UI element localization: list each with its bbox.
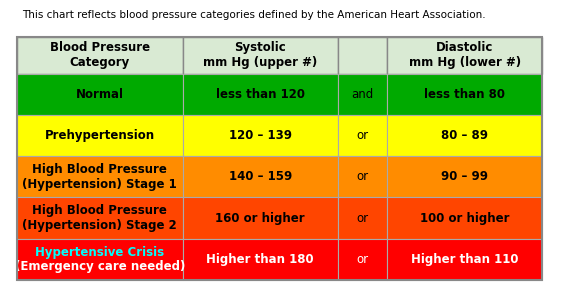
Text: 80 – 89: 80 – 89 xyxy=(441,129,488,142)
FancyBboxPatch shape xyxy=(17,115,183,156)
FancyBboxPatch shape xyxy=(183,156,337,197)
Text: Systolic
mm Hg (upper #): Systolic mm Hg (upper #) xyxy=(203,41,317,69)
FancyBboxPatch shape xyxy=(388,239,542,280)
Text: Blood Pressure
Category: Blood Pressure Category xyxy=(50,41,150,69)
FancyBboxPatch shape xyxy=(17,239,183,280)
FancyBboxPatch shape xyxy=(17,74,183,115)
Text: 160 or higher: 160 or higher xyxy=(215,212,305,225)
FancyBboxPatch shape xyxy=(183,197,337,239)
FancyBboxPatch shape xyxy=(337,115,388,156)
FancyBboxPatch shape xyxy=(183,37,337,74)
FancyBboxPatch shape xyxy=(337,197,388,239)
Text: Higher than 180: Higher than 180 xyxy=(206,253,314,266)
FancyBboxPatch shape xyxy=(17,37,183,74)
FancyBboxPatch shape xyxy=(337,37,388,74)
Bar xyxy=(17,37,542,280)
Text: Hypertensive Crisis: Hypertensive Crisis xyxy=(35,246,164,259)
FancyBboxPatch shape xyxy=(388,197,542,239)
Text: less than 120: less than 120 xyxy=(215,88,305,101)
Text: Prehypertension: Prehypertension xyxy=(44,129,155,142)
Text: and: and xyxy=(352,88,374,101)
FancyBboxPatch shape xyxy=(183,74,337,115)
Text: or: or xyxy=(356,129,369,142)
FancyBboxPatch shape xyxy=(337,156,388,197)
Text: less than 80: less than 80 xyxy=(425,88,506,101)
FancyBboxPatch shape xyxy=(337,74,388,115)
FancyBboxPatch shape xyxy=(183,115,337,156)
Text: 90 – 99: 90 – 99 xyxy=(441,170,488,183)
FancyBboxPatch shape xyxy=(388,37,542,74)
FancyBboxPatch shape xyxy=(337,239,388,280)
Text: or: or xyxy=(356,170,369,183)
Text: or: or xyxy=(356,253,369,266)
Text: High Blood Pressure
(Hypertension) Stage 1: High Blood Pressure (Hypertension) Stage… xyxy=(22,163,177,191)
FancyBboxPatch shape xyxy=(17,156,183,197)
Text: Higher than 110: Higher than 110 xyxy=(411,253,519,266)
Text: High Blood Pressure
(Hypertension) Stage 2: High Blood Pressure (Hypertension) Stage… xyxy=(22,204,177,232)
FancyBboxPatch shape xyxy=(388,156,542,197)
Text: or: or xyxy=(356,212,369,225)
FancyBboxPatch shape xyxy=(183,239,337,280)
FancyBboxPatch shape xyxy=(17,197,183,239)
Text: (Emergency care needed): (Emergency care needed) xyxy=(15,260,185,273)
Text: Diastolic
mm Hg (lower #): Diastolic mm Hg (lower #) xyxy=(409,41,521,69)
Text: 140 – 159: 140 – 159 xyxy=(229,170,292,183)
Text: Normal: Normal xyxy=(76,88,124,101)
Text: 100 or higher: 100 or higher xyxy=(420,212,510,225)
FancyBboxPatch shape xyxy=(388,74,542,115)
Text: 120 – 139: 120 – 139 xyxy=(229,129,292,142)
FancyBboxPatch shape xyxy=(388,115,542,156)
Text: This chart reflects blood pressure categories defined by the American Heart Asso: This chart reflects blood pressure categ… xyxy=(22,10,486,20)
